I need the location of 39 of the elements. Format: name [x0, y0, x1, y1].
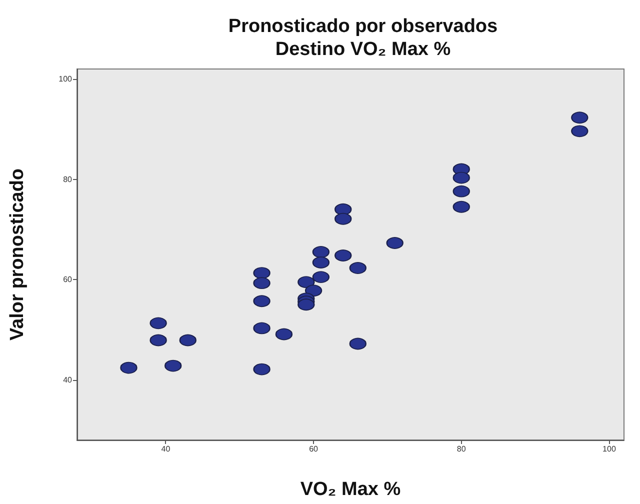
point — [452, 200, 470, 213]
point — [253, 322, 270, 334]
point — [253, 295, 270, 308]
point — [334, 212, 352, 225]
point — [312, 256, 330, 269]
point — [164, 360, 182, 372]
y-tick-label: 100 — [58, 74, 73, 84]
point — [298, 276, 315, 288]
point — [298, 298, 315, 311]
x-tick-label: 60 — [309, 444, 319, 454]
point — [571, 112, 588, 124]
point — [571, 125, 588, 138]
point — [334, 203, 352, 216]
x-tick-label: 80 — [456, 444, 466, 454]
point — [150, 317, 167, 330]
point — [179, 334, 196, 346]
chart-subtitle: Destino VO₂ Max % — [275, 39, 451, 60]
y-tick-label: 60 — [63, 275, 73, 284]
point — [312, 271, 330, 284]
point — [120, 362, 138, 374]
point — [150, 334, 167, 346]
point — [275, 328, 292, 340]
point — [312, 246, 330, 258]
point — [452, 172, 470, 184]
point — [253, 277, 270, 290]
chart-title: Pronosticado por observados — [228, 16, 498, 37]
y-tick-label: 80 — [63, 174, 73, 184]
y-axis-title: Valor pronosticado — [7, 168, 28, 341]
point — [305, 284, 322, 297]
y-tick-label: 40 — [63, 375, 73, 384]
x-axis-title: VO₂ Max % — [300, 479, 401, 500]
x-tick-label: 100 — [602, 444, 616, 454]
point — [386, 236, 404, 249]
point — [349, 338, 366, 350]
point — [452, 185, 470, 198]
x-tick-label: 40 — [161, 444, 171, 454]
point — [253, 363, 270, 376]
point — [253, 267, 270, 280]
point — [349, 262, 366, 274]
